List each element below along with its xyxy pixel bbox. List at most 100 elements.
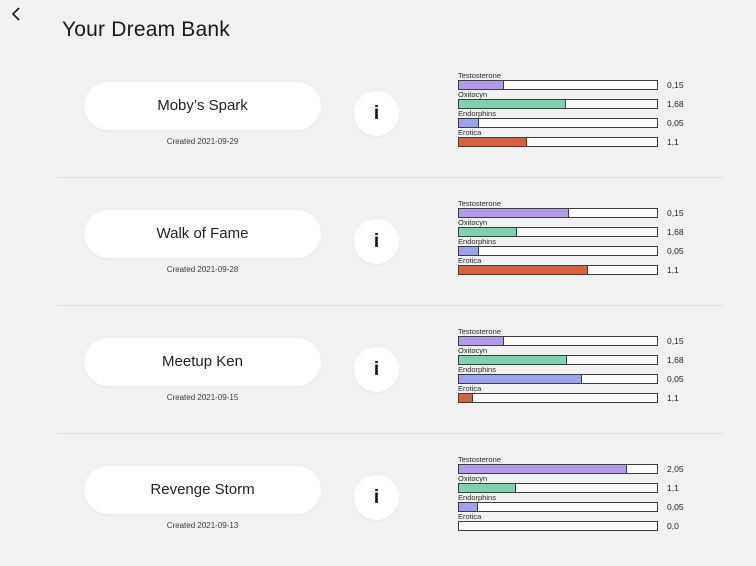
bar-track — [458, 207, 658, 218]
bar-track — [458, 392, 658, 403]
bar-value: 0,05 — [667, 245, 684, 256]
bar-value: 1,68 — [667, 354, 684, 365]
bar-track — [458, 501, 658, 512]
divider — [57, 177, 724, 178]
bar-track — [458, 245, 658, 256]
hormone-bars: Testosterone 0,15 Oxitocyn 1,68 Endorphi… — [458, 71, 704, 147]
bar-value: 1,68 — [667, 98, 684, 109]
bar-fill-endorphins — [459, 502, 478, 511]
metric-testosterone: Testosterone 0,15 — [458, 71, 704, 90]
metric-erotica: Erotica 0,0 — [458, 512, 704, 531]
bar-fill-testosterone — [459, 336, 504, 345]
bar-fill-oxitocyn — [459, 355, 567, 364]
bar-value: 1,68 — [667, 226, 684, 237]
bar-value: 1,1 — [667, 136, 679, 147]
info-icon: i — [373, 230, 380, 252]
info-icon: i — [373, 102, 380, 124]
bar-fill-testosterone — [459, 464, 628, 473]
metric-oxitocyn: Oxitocyn 1,68 — [458, 218, 704, 237]
bar-value: 2,05 — [667, 463, 684, 474]
bar-fill-oxitocyn — [459, 99, 566, 108]
bar-fill-endorphins — [459, 374, 582, 383]
dream-name-card[interactable]: Walk of Fame — [84, 209, 321, 258]
bar-fill-oxitocyn — [459, 227, 518, 236]
bar-fill-erotica — [459, 265, 588, 274]
dream-card-block: Walk of Fame Created 2021-09-28 — [84, 209, 321, 274]
bar-value: 1,1 — [667, 264, 679, 275]
info-button[interactable]: i — [354, 475, 399, 520]
hormone-bars: Testosterone 0,15 Oxitocyn 1,68 Endorphi… — [458, 327, 704, 403]
metric-testosterone: Testosterone 2,05 — [458, 455, 704, 474]
dream-name-card[interactable]: Moby’s Spark — [84, 81, 321, 130]
hormone-bars: Testosterone 0,15 Oxitocyn 1,68 Endorphi… — [458, 199, 704, 275]
divider — [57, 305, 724, 306]
info-button[interactable]: i — [354, 91, 399, 136]
bar-track — [458, 79, 658, 90]
dream-card-block: Moby’s Spark Created 2021-09-29 — [84, 81, 321, 146]
bar-track — [458, 373, 658, 384]
metric-label: Oxitocyn — [458, 345, 488, 355]
metric-erotica: Erotica 1,1 — [458, 384, 704, 403]
back-button[interactable] — [5, 4, 27, 26]
bar-value: 0,0 — [667, 520, 679, 531]
bar-fill-oxitocyn — [459, 483, 517, 492]
metric-label: Endorphins — [458, 492, 496, 502]
bar-value: 1,1 — [667, 392, 679, 403]
bar-track — [458, 226, 658, 237]
metric-label: Endorphins — [458, 236, 496, 246]
dream-name-card[interactable]: Meetup Ken — [84, 337, 321, 386]
metric-label: Erotica — [458, 383, 482, 393]
metric-label: Erotica — [458, 255, 482, 265]
created-date: Created 2021-09-29 — [166, 136, 239, 146]
metric-label: Erotica — [458, 127, 482, 137]
metric-label: Endorphins — [458, 364, 496, 374]
bar-fill-erotica — [459, 393, 473, 402]
bar-value: 0,15 — [667, 79, 684, 90]
created-date: Created 2021-09-13 — [166, 520, 239, 530]
metric-endorphins: Endorphins 0,05 — [458, 493, 704, 512]
bar-track — [458, 463, 658, 474]
bar-fill-testosterone — [459, 80, 504, 89]
bar-track — [458, 98, 658, 109]
dream-row: Walk of Fame Created 2021-09-28 i Testos… — [0, 178, 756, 305]
metric-endorphins: Endorphins 0,05 — [458, 237, 704, 256]
metric-erotica: Erotica 1,1 — [458, 256, 704, 275]
info-button[interactable]: i — [354, 347, 399, 392]
page-title: Your Dream Bank — [62, 18, 230, 41]
metric-label: Erotica — [458, 511, 482, 521]
metric-erotica: Erotica 1,1 — [458, 128, 704, 147]
bar-track — [458, 335, 658, 346]
created-date: Created 2021-09-28 — [166, 264, 239, 274]
metric-label: Testosterone — [458, 70, 501, 80]
metric-label: Oxitocyn — [458, 217, 488, 227]
dream-row: Meetup Ken Created 2021-09-15 i Testoste… — [0, 306, 756, 433]
dream-name-card[interactable]: Revenge Storm — [84, 465, 321, 514]
metric-endorphins: Endorphins 0,05 — [458, 365, 704, 384]
bar-fill-erotica — [459, 137, 528, 146]
info-icon: i — [373, 358, 380, 380]
info-button[interactable]: i — [354, 219, 399, 264]
bar-fill-endorphins — [459, 118, 479, 127]
bar-track — [458, 354, 658, 365]
metric-label: Oxitocyn — [458, 89, 488, 99]
dream-card-block: Revenge Storm Created 2021-09-13 — [84, 465, 321, 530]
header: Your Dream Bank — [0, 0, 756, 50]
metric-label: Oxitocyn — [458, 473, 488, 483]
metric-oxitocyn: Oxitocyn 1,1 — [458, 474, 704, 493]
metric-label: Endorphins — [458, 108, 496, 118]
bar-track — [458, 117, 658, 128]
bar-value: 0,05 — [667, 373, 684, 384]
bar-fill-testosterone — [459, 208, 569, 217]
metric-endorphins: Endorphins 0,05 — [458, 109, 704, 128]
info-icon: i — [373, 486, 380, 508]
dream-card-block: Meetup Ken Created 2021-09-15 — [84, 337, 321, 402]
bar-track — [458, 264, 658, 275]
bar-value: 0,05 — [667, 501, 684, 512]
bar-value: 0,05 — [667, 117, 684, 128]
bar-value: 1,1 — [667, 482, 679, 493]
bar-track — [458, 482, 658, 493]
bar-fill-endorphins — [459, 246, 479, 255]
metric-testosterone: Testosterone 0,15 — [458, 199, 704, 218]
metric-label: Testosterone — [458, 326, 501, 336]
